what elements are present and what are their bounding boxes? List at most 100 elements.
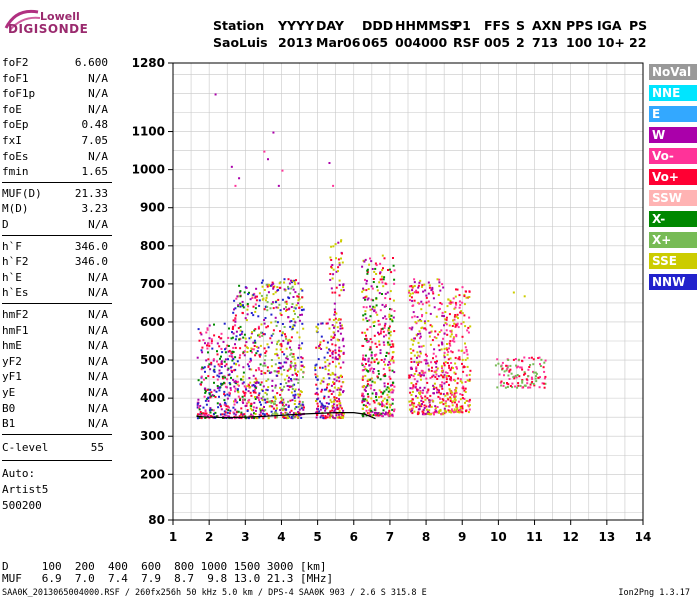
echo-point (271, 385, 274, 387)
echo-point (251, 331, 253, 334)
echo-point (291, 417, 294, 420)
echo-point (220, 347, 223, 350)
echo-point (382, 409, 385, 412)
echo-point (387, 413, 390, 416)
echo-point (464, 391, 467, 393)
echo-point (234, 390, 236, 393)
echo-point (438, 391, 440, 394)
echo-point (433, 348, 436, 351)
echo-point (196, 417, 199, 420)
echo-point (294, 364, 297, 367)
echo-point (443, 382, 446, 385)
echo-point (236, 375, 239, 378)
echo-point (334, 291, 337, 294)
echo-point (408, 289, 411, 292)
echo-point (458, 356, 461, 359)
echo-point (289, 292, 292, 295)
echo-point (294, 362, 297, 365)
header-row2-cell: 065 (362, 35, 389, 50)
echo-point (529, 364, 532, 366)
echo-point (361, 362, 363, 365)
echo-point (427, 364, 430, 367)
echo-point (387, 352, 390, 355)
echo-point (267, 158, 269, 161)
echo-point (248, 384, 250, 387)
echo-point (381, 303, 384, 306)
echo-point (435, 369, 438, 372)
echo-point (257, 346, 260, 349)
echo-point (196, 406, 199, 409)
echo-point (336, 404, 339, 407)
echo-point (390, 384, 392, 387)
echo-point (294, 388, 297, 391)
echo-point (424, 371, 427, 374)
echo-point (386, 401, 389, 404)
echo-point (374, 407, 377, 410)
echo-point (456, 382, 459, 385)
echo-point (218, 365, 221, 368)
echo-point (375, 297, 378, 300)
echo-point (444, 394, 447, 397)
echo-point (269, 337, 272, 340)
echo-point (229, 383, 232, 386)
echo-point (293, 397, 296, 399)
echo-point (535, 372, 538, 375)
echo-point (332, 184, 335, 187)
echo-point (466, 365, 469, 368)
echo-point (205, 331, 208, 334)
echo-point (457, 400, 460, 403)
echo-point (220, 372, 223, 375)
echo-point (431, 290, 434, 293)
echo-point (433, 370, 436, 373)
echo-point (258, 333, 261, 336)
echo-point (213, 370, 216, 373)
echo-point (248, 368, 251, 371)
echo-point (226, 397, 229, 400)
echo-point (409, 404, 412, 407)
echo-point (200, 349, 203, 352)
echo-point (243, 350, 246, 353)
echo-point (322, 380, 325, 383)
echo-point (367, 360, 370, 363)
echo-point (445, 376, 448, 379)
echo-point (330, 266, 333, 269)
echo-point (287, 388, 290, 391)
echo-point (452, 297, 455, 300)
echo-point (246, 313, 249, 316)
echo-point (409, 348, 412, 350)
echo-point (259, 407, 261, 410)
echo-point (532, 383, 535, 385)
echo-point (534, 371, 537, 374)
echo-point (332, 406, 335, 409)
echo-point (419, 389, 422, 392)
echo-point (342, 351, 345, 354)
echo-point (234, 346, 237, 349)
echo-point (535, 375, 537, 378)
echo-point (292, 353, 295, 356)
echo-point (252, 305, 255, 308)
echo-point (277, 372, 280, 375)
echo-point (242, 336, 245, 339)
echo-point (369, 308, 372, 311)
echo-point (367, 358, 370, 361)
echo-point (464, 325, 467, 328)
echo-point (290, 361, 293, 364)
echo-point (298, 408, 301, 411)
echo-point (224, 385, 227, 388)
echo-point (204, 391, 207, 394)
echo-point (377, 331, 379, 334)
echo-point (332, 331, 335, 334)
echo-point (328, 383, 330, 386)
echo-point (286, 374, 289, 377)
echo-point (385, 402, 388, 405)
echo-point (242, 306, 245, 309)
echo-point (300, 288, 303, 291)
echo-point (204, 387, 207, 390)
echo-point (232, 411, 235, 414)
echo-point (453, 340, 456, 343)
echo-point (256, 350, 259, 353)
echo-point (205, 377, 208, 380)
echo-point (337, 387, 340, 390)
echo-point (507, 374, 510, 377)
echo-point (376, 313, 379, 316)
